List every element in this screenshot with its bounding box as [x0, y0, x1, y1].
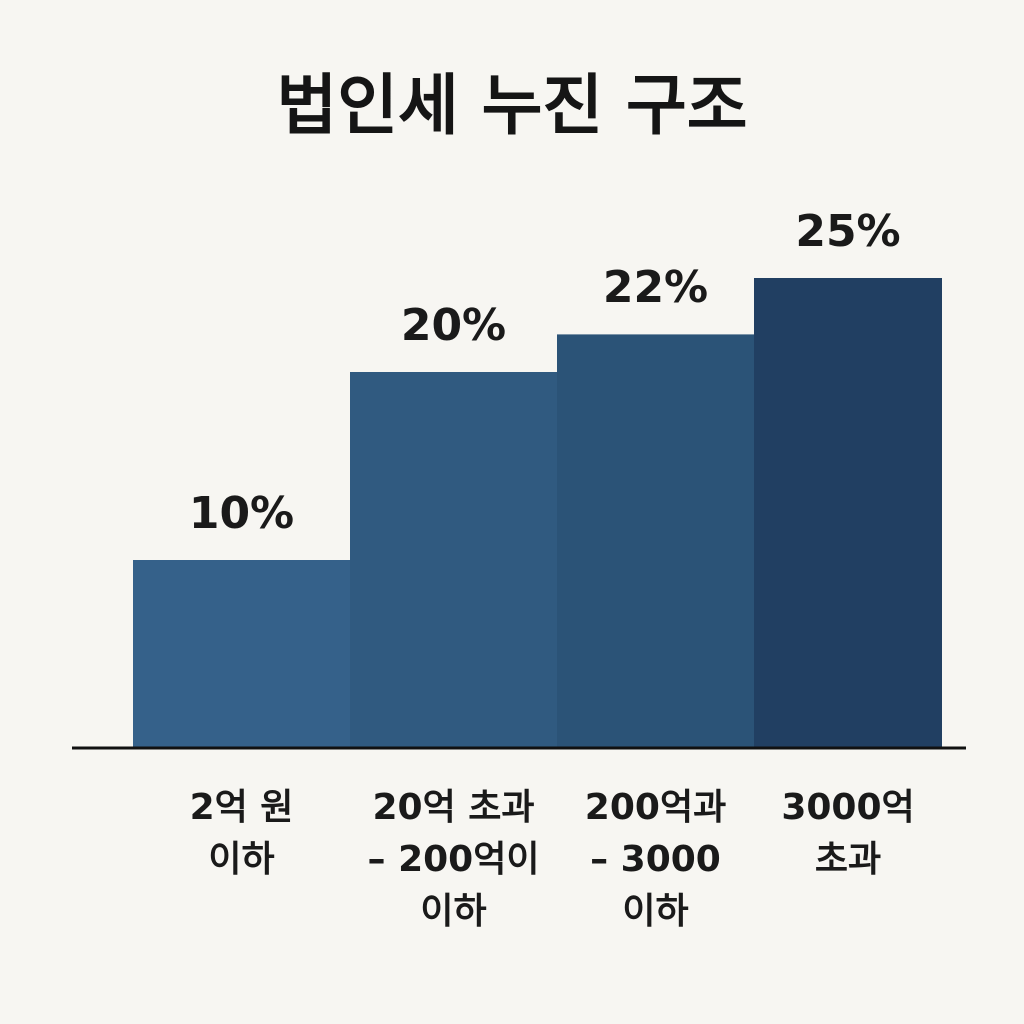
value-label: 10%	[188, 488, 295, 539]
value-label: 20%	[400, 300, 507, 351]
value-label: 25%	[795, 206, 901, 257]
x-tick-label: 200억과 – 3000 이하	[584, 787, 727, 932]
bar	[557, 334, 754, 748]
chart-title: 법인세 누진 구조	[276, 67, 748, 144]
bar	[133, 560, 350, 748]
x-tick-label: 20억 초과 – 200억이 이하	[367, 787, 540, 932]
bar	[754, 278, 942, 748]
value-label: 22%	[602, 262, 709, 314]
x-tick-label: 2억 원 이하	[189, 787, 294, 880]
x-tick-label: 3000억 초과	[781, 787, 915, 880]
bar	[350, 372, 557, 748]
